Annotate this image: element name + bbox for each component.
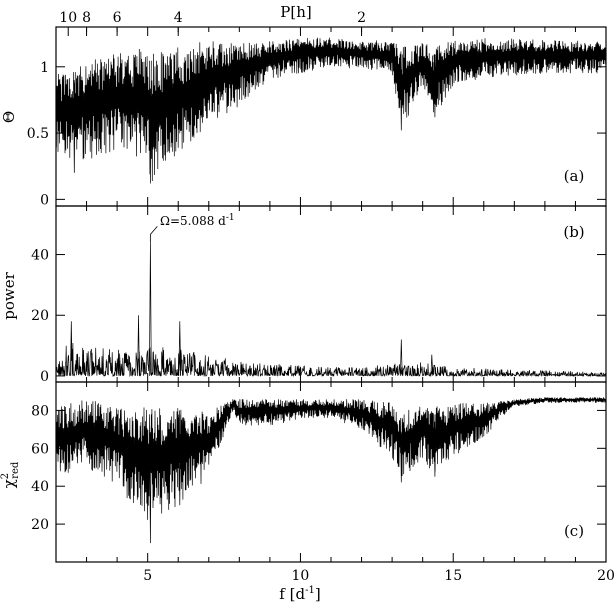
- top-period-label: 2: [357, 10, 366, 26]
- axis-labels: P[h] f [d-1] Θ power χ2red (a) (b) (c) Ω…: [0, 3, 585, 603]
- ytick-label-b: 0: [40, 369, 49, 385]
- peak-annotation: Ω=5.088 d-1: [160, 213, 235, 228]
- ytick-label-c: 20: [31, 517, 49, 533]
- top-period-label: 8: [82, 10, 91, 26]
- top-period-label: 10: [59, 10, 77, 26]
- trace-panel-b: [55, 242, 607, 378]
- ylabel-a: Θ: [0, 111, 18, 123]
- xtick-label: 10: [292, 568, 310, 584]
- ytick-label-b: 40: [31, 248, 49, 264]
- ytick-label-c: 40: [31, 479, 49, 495]
- ytick-label-a: 1: [40, 60, 49, 76]
- xtick-label: 15: [444, 568, 462, 584]
- panel-label-a: (a): [564, 167, 585, 185]
- x-axis-label-close: ]: [315, 585, 321, 603]
- panel-label-c: (c): [564, 522, 584, 540]
- annotation-leader-line: [149, 226, 158, 243]
- data-traces: [55, 37, 607, 544]
- panel-frame-b: [55, 205, 607, 383]
- ytick-label-a: 0.5: [27, 126, 49, 142]
- x-axis-label: f [d-1]: [279, 585, 320, 603]
- ytick-label-b: 20: [31, 308, 49, 324]
- x-axis-label-sup: -1: [305, 585, 315, 596]
- ylabel-b: power: [0, 271, 18, 319]
- ylabel-c: χ2red: [0, 461, 21, 488]
- xtick-label: 5: [143, 568, 152, 584]
- ytick-label-a: 0: [40, 192, 49, 208]
- ytick-label-c: 80: [31, 403, 49, 419]
- top-axis-label: P[h]: [280, 3, 311, 21]
- top-period-label: 6: [113, 10, 122, 26]
- trace-panel-a: [55, 37, 607, 184]
- panel-label-b: (b): [563, 223, 584, 241]
- trace-panel-c: [55, 397, 607, 544]
- top-period-label: 4: [174, 10, 183, 26]
- ytick-label-c: 60: [31, 441, 49, 457]
- xtick-label: 20: [597, 568, 615, 584]
